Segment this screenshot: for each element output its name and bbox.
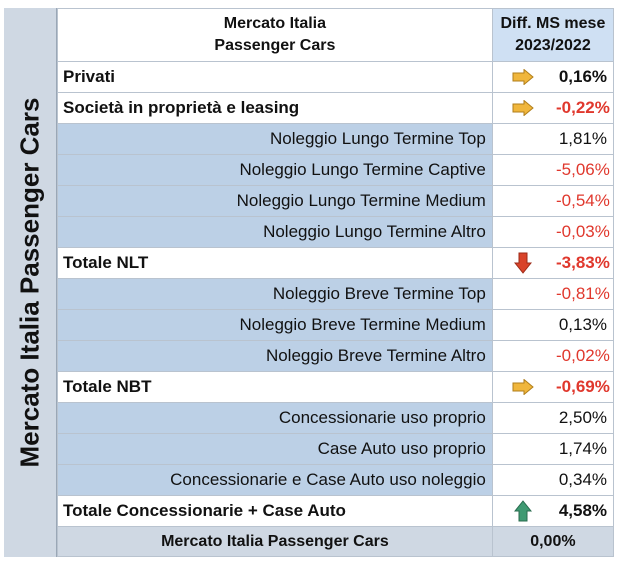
row-icon-cell: [491, 216, 553, 248]
row-label: Totale NLT: [57, 247, 493, 279]
table-row: Società in proprietà e leasing -0,22%: [57, 92, 614, 124]
row-label: Noleggio Breve Termine Top: [57, 278, 493, 310]
row-value: -0,54%: [552, 185, 614, 217]
arrow-right-icon: [491, 61, 553, 93]
header-col2-line1: Diff. MS mese: [500, 15, 606, 32]
row-icon-cell: [491, 154, 553, 186]
row-value: 4,58%: [552, 495, 614, 527]
table-row: Totale Concessionarie + Case Auto 4,58%: [57, 495, 614, 527]
footer-label: Mercato Italia Passenger Cars: [57, 526, 493, 557]
row-icon-cell: [491, 309, 553, 341]
header-col1-line2: Passenger Cars: [214, 37, 336, 54]
row-value: 2,50%: [552, 402, 614, 434]
table-row: Concessionarie e Case Auto uso noleggio 0…: [57, 464, 614, 496]
row-value: -0,81%: [552, 278, 614, 310]
row-value: 0,16%: [552, 61, 614, 93]
table-row: Privati 0,16%: [57, 61, 614, 93]
table-row: Noleggio Lungo Termine Altro -0,03%: [57, 216, 614, 248]
footer-row: Mercato Italia Passenger Cars 0,00%: [57, 526, 615, 557]
row-icon-cell: [491, 402, 553, 434]
row-icon-cell: [491, 464, 553, 496]
row-value: -0,02%: [552, 340, 614, 372]
table-row: Noleggio Breve Termine Altro -0,02%: [57, 340, 614, 372]
row-label: Noleggio Lungo Termine Altro: [57, 216, 493, 248]
row-label: Noleggio Lungo Termine Medium: [57, 185, 493, 217]
row-value: -0,03%: [552, 216, 614, 248]
header-col2: Diff. MS mese 2023/2022: [492, 8, 615, 62]
row-label: Società in proprietà e leasing: [57, 92, 493, 124]
header-col1: Mercato Italia Passenger Cars: [57, 8, 493, 62]
side-label: Mercato Italia Passenger Cars: [14, 97, 45, 468]
row-label: Case Auto uso proprio: [57, 433, 493, 465]
header-row: Mercato Italia Passenger Cars Diff. MS m…: [57, 8, 615, 62]
row-icon-cell: [491, 185, 553, 217]
arrow-up-icon: [491, 495, 553, 527]
row-value: 0,34%: [552, 464, 614, 496]
row-label: Totale Concessionarie + Case Auto: [57, 495, 493, 527]
row-label: Concessionarie e Case Auto uso noleggio: [57, 464, 493, 496]
table-row: Case Auto uso proprio 1,74%: [57, 433, 614, 465]
arrow-right-icon: [491, 92, 553, 124]
row-label: Noleggio Lungo Termine Captive: [57, 154, 493, 186]
row-label: Noleggio Lungo Termine Top: [57, 123, 493, 155]
row-icon-cell: [491, 340, 553, 372]
row-value: -0,69%: [552, 371, 614, 403]
row-label: Concessionarie uso proprio: [57, 402, 493, 434]
table-row: Concessionarie uso proprio 2,50%: [57, 402, 614, 434]
row-icon-cell: [491, 433, 553, 465]
table-row: Noleggio Breve Termine Medium 0,13%: [57, 309, 614, 341]
table-row: Noleggio Breve Termine Top -0,81%: [57, 278, 614, 310]
row-label: Noleggio Breve Termine Medium: [57, 309, 493, 341]
header-col1-line1: Mercato Italia: [223, 15, 327, 32]
footer-value: 0,00%: [492, 526, 615, 557]
table-row: Noleggio Lungo Termine Top 1,81%: [57, 123, 614, 155]
table-row: Totale NLT -3,83%: [57, 247, 614, 279]
row-label: Noleggio Breve Termine Altro: [57, 340, 493, 372]
table-row: Noleggio Lungo Termine Medium -0,54%: [57, 185, 614, 217]
row-icon-cell: [491, 123, 553, 155]
row-label: Privati: [57, 61, 493, 93]
row-value: 1,74%: [552, 433, 614, 465]
row-value: -0,22%: [552, 92, 614, 124]
row-label: Totale NBT: [57, 371, 493, 403]
table-row: Noleggio Lungo Termine Captive -5,06%: [57, 154, 614, 186]
side-panel: Mercato Italia Passenger Cars: [4, 8, 57, 557]
row-icon-cell: [491, 278, 553, 310]
row-value: -3,83%: [552, 247, 614, 279]
arrow-right-icon: [491, 371, 553, 403]
market-share-table: Mercato Italia Passenger Cars Diff. MS m…: [57, 8, 615, 557]
row-value: -5,06%: [552, 154, 614, 186]
arrow-down-icon: [491, 247, 553, 279]
row-value: 1,81%: [552, 123, 614, 155]
row-value: 0,13%: [552, 309, 614, 341]
header-col2-line2: 2023/2022: [515, 37, 591, 54]
table-row: Totale NBT -0,69%: [57, 371, 614, 403]
